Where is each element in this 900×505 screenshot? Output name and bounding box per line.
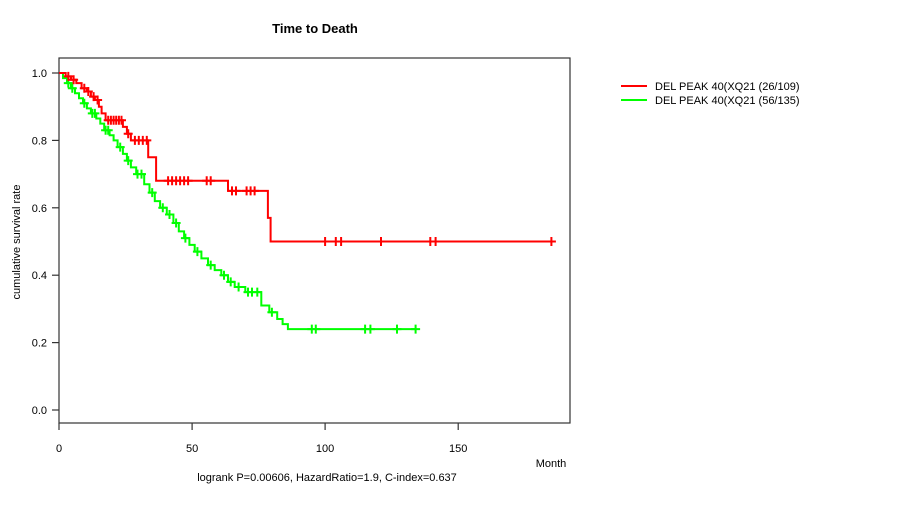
survival-curves	[59, 71, 556, 334]
x-tick-label: 0	[56, 443, 62, 455]
x-axis-ticks: 0 50 100 150	[56, 423, 467, 455]
censor-marks-0	[63, 71, 556, 246]
x-axis-title: Month	[536, 458, 567, 470]
y-tick-label: 0.4	[32, 270, 47, 282]
survival-curve-1	[59, 72, 416, 331]
plot-area-box	[58, 57, 571, 424]
y-axis-ticks: 1.0 0.8 0.6 0.4 0.2 0.0	[32, 68, 59, 417]
censor-marks-1	[63, 78, 421, 334]
y-tick-label: 0.2	[32, 338, 47, 350]
y-tick-label: 0.0	[32, 405, 47, 417]
y-axis-title: cumulative survival rate	[11, 185, 23, 300]
plot-title: Time to Death	[272, 21, 358, 36]
y-tick-label: 1.0	[32, 68, 47, 80]
survival-curve-0	[59, 72, 552, 243]
legend: DEL PEAK 40(XQ21 (26/109) DEL PEAK 40(XQ…	[621, 81, 800, 107]
y-tick-label: 0.6	[32, 203, 47, 215]
x-tick-label: 150	[449, 443, 467, 455]
x-tick-label: 50	[186, 443, 198, 455]
stats-annotation: logrank P=0.00606, HazardRatio=1.9, C-in…	[197, 472, 457, 484]
x-tick-label: 100	[316, 443, 334, 455]
legend-label-red: DEL PEAK 40(XQ21 (26/109)	[655, 81, 800, 93]
legend-label-green: DEL PEAK 40(XQ21 (56/135)	[655, 95, 800, 107]
y-tick-label: 0.8	[32, 135, 47, 147]
